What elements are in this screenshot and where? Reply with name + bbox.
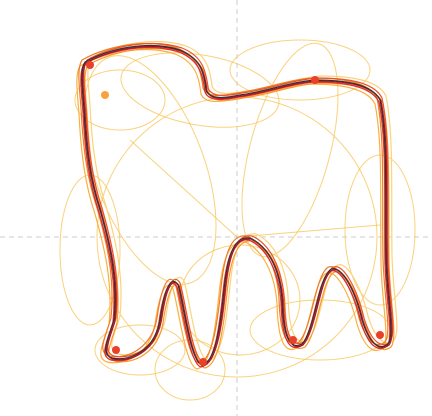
- vertex: [86, 61, 94, 69]
- ellipse: [94, 324, 186, 376]
- vertex: [376, 331, 384, 339]
- ellipse: [241, 42, 339, 258]
- ellipse: [83, 55, 217, 285]
- vertex: [101, 91, 109, 99]
- vertex: [199, 358, 207, 366]
- radius: [129, 139, 238, 238]
- ellipse: [229, 39, 371, 101]
- vertex: [289, 336, 297, 344]
- ellipse: [74, 69, 166, 131]
- ellipse: [120, 52, 280, 128]
- vertex: [311, 76, 319, 84]
- vertex: [112, 346, 120, 354]
- trace: [83, 42, 394, 364]
- vertices: [86, 61, 384, 366]
- radius: [236, 224, 381, 238]
